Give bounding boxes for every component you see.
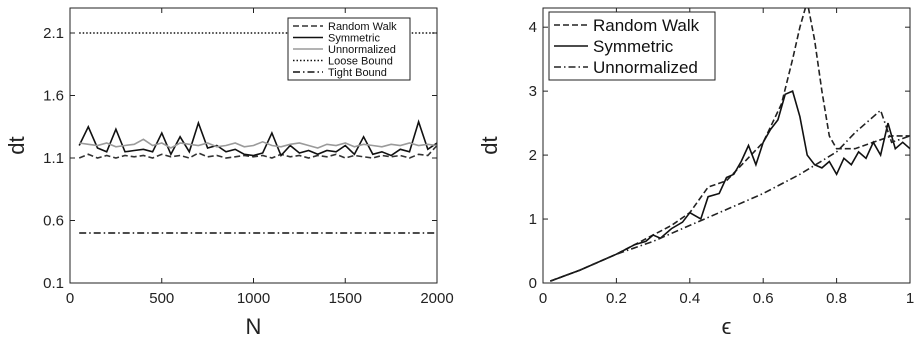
legend-entry-label: Random Walk — [593, 16, 700, 35]
y-tick-label: 0 — [529, 275, 537, 292]
x-tick-label: 0 — [66, 290, 74, 307]
x-tick-label: 1 — [906, 290, 914, 307]
y-tick-label: 0.6 — [43, 213, 64, 230]
legend-entry-label: Loose Bound — [328, 56, 393, 68]
legend-entry-label: Unnormalized — [328, 44, 396, 56]
x-tick-label: 1000 — [237, 290, 270, 307]
y-tick-label: 1.1 — [43, 150, 64, 167]
legend-entry-label: Unnormalized — [593, 58, 698, 77]
x-axis-label: N — [246, 314, 262, 339]
y-axis-label: dt — [477, 136, 502, 154]
y-tick-label: 3 — [529, 83, 537, 100]
legend-entry-label: Random Walk — [328, 21, 397, 33]
x-tick-label: 1500 — [329, 290, 362, 307]
y-tick-label: 2.1 — [43, 25, 64, 42]
x-tick-label: 0 — [539, 290, 547, 307]
series-line-unnormalized — [79, 138, 437, 149]
y-tick-label: 2 — [529, 147, 537, 164]
x-axis-label: ϵ — [722, 314, 732, 339]
y-tick-label: 4 — [529, 19, 537, 36]
x-tick-label: 2000 — [420, 290, 453, 307]
legend-entry-label: Tight Bound — [328, 67, 387, 79]
series-line-random-walk — [78, 144, 437, 159]
x-tick-label: 500 — [149, 290, 174, 307]
y-tick-label: 0.1 — [43, 275, 64, 292]
y-tick-label: 1 — [529, 211, 537, 228]
series-line-unnormalized — [550, 108, 910, 282]
series-line-symmetric — [550, 90, 910, 282]
x-tick-label: 0.4 — [679, 290, 700, 307]
legend-entry-label: Symmetric — [593, 37, 674, 56]
chart-panel-2: 0 0.2 0.4 0.6 0.8 1 0 1 2 3 4 ϵ dt Random Walk Symmetr… — [477, 7, 914, 339]
x-tick-label: 0.6 — [753, 290, 774, 307]
legend-entry-label: Symmetric — [328, 33, 380, 45]
series-line-symmetric — [78, 119, 437, 157]
y-tick-label: 1.6 — [43, 88, 64, 105]
x-tick-label: 0.2 — [606, 290, 627, 307]
plot-frame — [542, 7, 911, 284]
y-axis-label: dt — [4, 136, 29, 154]
legend: Random Walk Symmetric Unnormalized — [548, 11, 716, 81]
x-tick-label: 0.8 — [826, 290, 847, 307]
series-line-random-walk — [550, 8, 910, 282]
chart-panel-1: 0 500 1000 1500 2000 0.1 0.6 1.1 1.6 2.1 Ndt Random… — [4, 7, 454, 339]
